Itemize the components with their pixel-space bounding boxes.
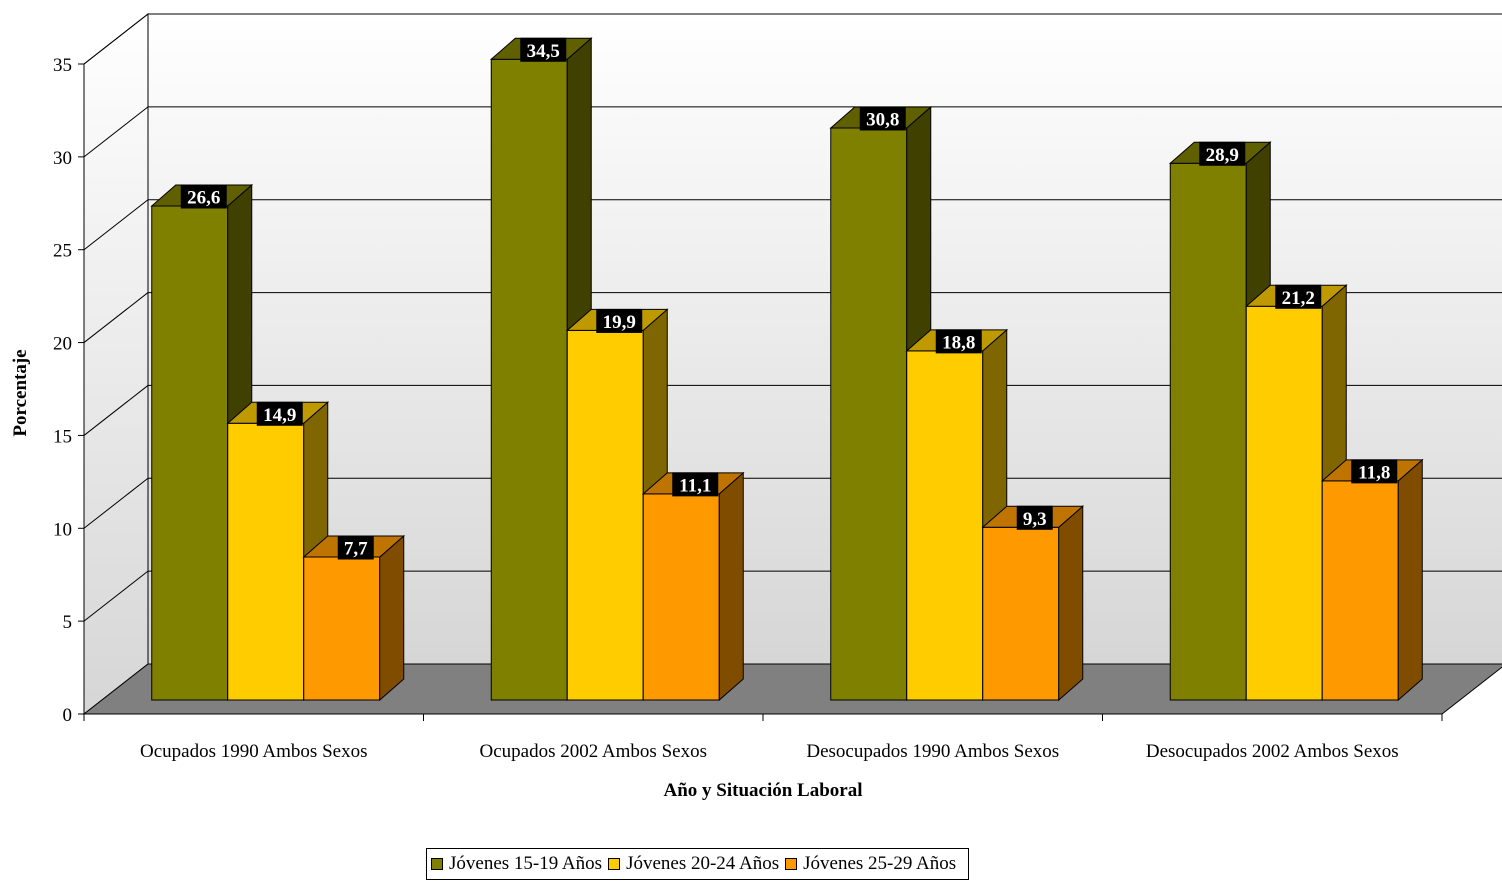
- gridline-side: [83, 199, 149, 251]
- x-tick-label: Desocupados 1990 Ambos Sexos: [806, 741, 1059, 762]
- bar-front: [642, 493, 720, 701]
- bar-side: [1397, 458, 1423, 702]
- data-label-bg: [520, 37, 567, 62]
- legend-swatch: [785, 858, 798, 870]
- legend-item: Jóvenes 20-24 Años: [608, 853, 779, 875]
- data-label: 14,9: [263, 405, 296, 426]
- data-label-bg: [672, 472, 719, 497]
- legend-item: Jóvenes 15-19 Años: [431, 853, 602, 875]
- plot-walls: [82, 12, 1502, 716]
- data-labels: 26,6 14,9 7,7 34,5 19,9 11,1 30,8 18,8 9,3 28,9 21…: [180, 37, 1398, 560]
- gridline-side: [83, 570, 149, 622]
- bar: [981, 505, 1085, 702]
- data-label: 28,9: [1206, 145, 1239, 166]
- bar: [302, 534, 406, 702]
- data-label: 30,8: [866, 110, 899, 131]
- axes: 0 5 10 15 20 25 30 35 Ocupados 1990 Ambos Sexos O…: [53, 55, 1443, 762]
- bar-front: [830, 127, 908, 701]
- bar-side: [1058, 505, 1084, 702]
- legend-label: Jóvenes 20-24 Años: [626, 853, 780, 874]
- legend-swatch: [431, 858, 443, 870]
- y-tick-label: 30: [53, 148, 72, 169]
- data-label-bg: [1351, 459, 1398, 484]
- y-tick-label: 15: [53, 426, 72, 447]
- data-label-bg: [596, 308, 643, 333]
- bars: [150, 37, 1424, 702]
- side-wall: [83, 12, 149, 716]
- data-label-bg: [256, 401, 303, 426]
- data-label: 11,8: [1358, 462, 1390, 483]
- data-label-bg: [337, 535, 374, 560]
- y-axis-title: Porcentaje: [10, 349, 31, 436]
- legend-swatch: [608, 858, 621, 870]
- x-axis-title: Año y Situación Laboral: [663, 780, 862, 801]
- bar-front: [490, 58, 568, 701]
- data-label-bg: [1199, 141, 1246, 166]
- gridline-side: [83, 385, 149, 436]
- legend-label: Jóvenes 15-19 Años: [449, 853, 603, 874]
- data-label-bg: [859, 106, 906, 131]
- bar-side: [379, 534, 405, 702]
- gridline-side: [83, 292, 149, 343]
- data-label: 26,6: [187, 188, 220, 209]
- y-tick-label: 35: [53, 55, 72, 76]
- bar-front: [566, 329, 644, 701]
- bar-front: [1321, 480, 1399, 701]
- legend-item: Jóvenes 25-29 Años: [785, 853, 956, 875]
- data-label: 7,7: [344, 539, 368, 560]
- legend: Jóvenes 15-19 Años Jóvenes 20-24 Años Jóve…: [426, 848, 970, 880]
- y-tick-label: 10: [53, 519, 72, 540]
- data-label-bg: [935, 329, 982, 354]
- bar-front: [906, 350, 984, 701]
- data-label: 34,5: [527, 41, 560, 62]
- data-label-bg: [1275, 284, 1322, 309]
- legend-label: Jóvenes 25-29 Años: [803, 853, 957, 874]
- gridline-side: [83, 477, 149, 529]
- bar-front: [303, 556, 381, 701]
- data-label: 21,2: [1282, 288, 1315, 309]
- x-tick-label: Ocupados 2002 Ambos Sexos: [480, 741, 707, 762]
- data-label-bg: [1016, 505, 1053, 530]
- data-label: 18,8: [942, 332, 975, 353]
- bar-front: [982, 526, 1060, 701]
- gridline-side: [83, 13, 149, 65]
- gridline-side: [83, 106, 149, 158]
- bar-side: [718, 471, 744, 702]
- data-label: 19,9: [603, 312, 636, 333]
- bar-front: [1245, 305, 1323, 701]
- x-tick-label: Ocupados 1990 Ambos Sexos: [140, 741, 367, 762]
- bar: [1320, 458, 1424, 702]
- y-tick-label: 0: [63, 705, 73, 726]
- bar-front: [227, 422, 305, 701]
- data-label: 9,3: [1023, 509, 1047, 530]
- x-tick-label: Desocupados 2002 Ambos Sexos: [1146, 741, 1399, 762]
- y-tick-label: 5: [63, 612, 73, 633]
- data-label-bg: [180, 184, 227, 209]
- bar-front: [1169, 162, 1247, 701]
- y-tick-label: 20: [53, 334, 72, 355]
- y-tick-label: 25: [53, 241, 72, 262]
- bar-front: [151, 205, 229, 701]
- bar: [641, 471, 745, 702]
- data-label: 11,1: [679, 475, 711, 496]
